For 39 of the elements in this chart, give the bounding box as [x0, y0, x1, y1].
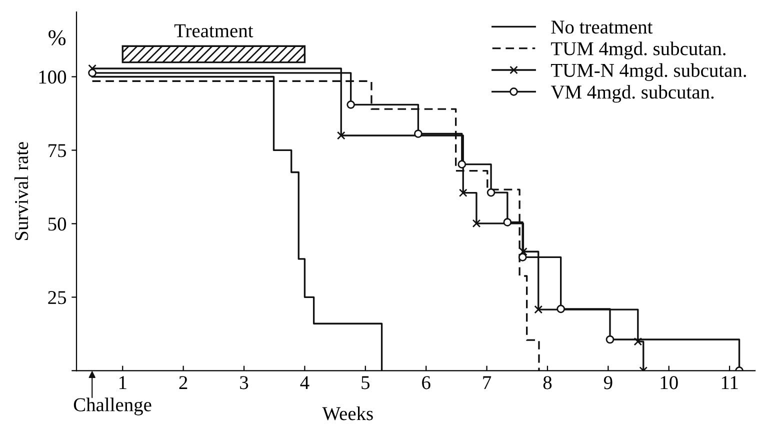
point	[458, 160, 466, 168]
x-tick-label: 8	[543, 376, 552, 390]
point	[458, 188, 468, 197]
x-tick-label: 7	[483, 376, 492, 390]
y-tick-label: 25	[48, 291, 66, 304]
y-axis-title: Survival rate	[14, 142, 28, 240]
y-tick-label: 100	[39, 70, 66, 84]
x-tick-label: 3	[240, 376, 248, 390]
x-tick-label: 4	[300, 376, 310, 390]
point	[534, 305, 543, 314]
text: %	[48, 30, 66, 46]
y-tick-label: 50	[48, 218, 66, 231]
legend-label: No treatment	[551, 20, 653, 34]
x-tick-label: 11	[722, 376, 738, 390]
x-tick-label: 5	[362, 376, 370, 390]
point	[346, 100, 355, 109]
point	[414, 130, 422, 138]
point	[503, 218, 512, 226]
x-tick-label: 10	[660, 376, 678, 390]
point	[519, 247, 528, 256]
point	[556, 304, 565, 314]
legend-label: TUM-N 4mgd. subcutan.	[551, 63, 746, 81]
x-tick-label: 2	[179, 376, 188, 390]
x-tick-label: 1	[119, 376, 126, 390]
y-tick-label: 75	[48, 144, 66, 158]
x-tick-label: 6	[422, 376, 430, 390]
x-axis-title: Weeks	[322, 406, 373, 420]
point	[336, 131, 346, 140]
point	[486, 188, 496, 197]
legend-label: TUM 4mgd. subcutan.	[551, 42, 726, 60]
text: Challenge	[74, 398, 152, 416]
point	[472, 219, 481, 228]
x-tick-label: 9	[604, 376, 612, 390]
band-label: Treatment	[174, 24, 254, 38]
legend-label: VM 4mgd. subcutan.	[550, 84, 714, 103]
point	[634, 337, 642, 346]
point	[606, 335, 614, 344]
point	[88, 68, 96, 78]
point	[518, 253, 527, 262]
